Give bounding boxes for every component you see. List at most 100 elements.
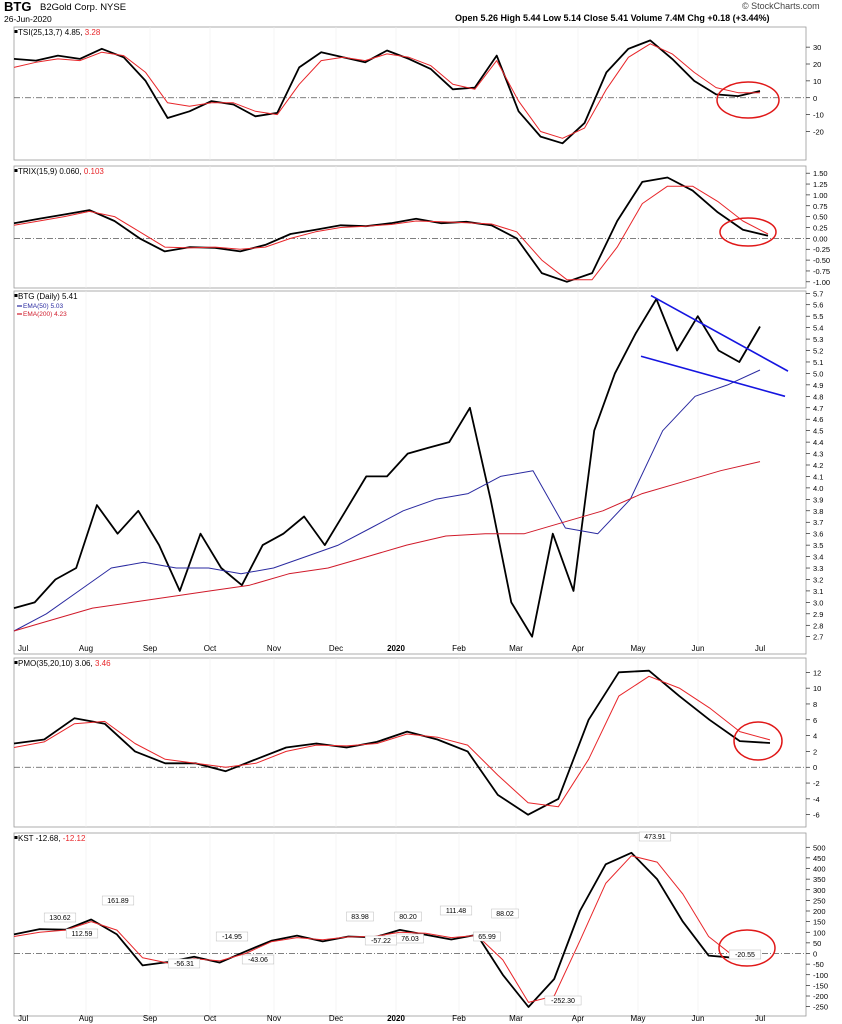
x-axis-label: Oct <box>204 644 217 653</box>
y-tick-label: 0.00 <box>813 234 828 243</box>
kst-annotation: 88.02 <box>496 911 514 918</box>
y-tick-label: 20 <box>813 60 821 69</box>
y-tick-label: -2 <box>813 779 820 788</box>
kst-annotation-box <box>215 931 249 942</box>
series-line-trix <box>13 176 769 283</box>
kst-annotation: 112.59 <box>72 931 93 938</box>
y-tick-label: 0 <box>813 94 817 103</box>
kst-annotation-box <box>394 911 422 922</box>
kst-annotation-box <box>396 933 424 944</box>
y-tick-label: 0.75 <box>813 202 828 211</box>
kst-annotation: -14.95 <box>222 934 242 941</box>
y-tick-label: 0 <box>813 763 817 772</box>
y-tick-label: 30 <box>813 43 821 52</box>
kst-annotation-box <box>43 912 77 923</box>
x-axis-label: Mar <box>509 644 523 653</box>
kst-annotation-box <box>544 995 582 1006</box>
series-line-signal <box>13 675 771 808</box>
y-tick-label: -100 <box>813 971 828 980</box>
y-tick-label: 3.8 <box>813 507 823 516</box>
y-tick-label: 5.5 <box>813 312 823 321</box>
y-tick-label: 2.9 <box>813 610 823 619</box>
x-axis-label: Jun <box>692 644 705 653</box>
x-axis-label: Jul <box>18 1014 28 1023</box>
y-tick-label: 300 <box>813 886 826 895</box>
y-tick-label: 5.2 <box>813 347 823 356</box>
highlight-circle <box>733 721 783 761</box>
y-tick-label: 450 <box>813 854 826 863</box>
y-tick-label: 3.9 <box>813 495 823 504</box>
panel-tsi: 30 20 10 0 -10 -20 TSI(25,13,7) 4.85, 3.28 <box>13 26 824 161</box>
y-tick-label: 4.4 <box>813 438 823 447</box>
panel-frame <box>13 26 807 161</box>
panel-frame <box>13 832 807 1017</box>
panel-title-signal: -12.12 <box>61 834 86 843</box>
y-tick-label: 3.3 <box>813 564 823 573</box>
y-tick-label: -1.00 <box>813 278 830 287</box>
y-tick-label: 400 <box>813 865 826 874</box>
panel-title: TSI(25,13,7) 4.85, 3.28 <box>18 28 101 37</box>
x-axis-label: Feb <box>452 1014 466 1023</box>
y-tick-label: 4.2 <box>813 461 823 470</box>
trend-line-lower <box>640 355 786 398</box>
x-axis-label: Aug <box>79 1014 93 1023</box>
y-tick-label: 3.2 <box>813 575 823 584</box>
kst-annotation-box <box>241 954 275 965</box>
highlight-circle <box>719 217 777 247</box>
x-axis-label: Jul <box>755 1014 765 1023</box>
y-tick-label: 4 <box>813 732 817 741</box>
y-tick-label: -20 <box>813 128 824 137</box>
y-tick-label: 1.50 <box>813 169 828 178</box>
y-tick-label: -0.75 <box>813 267 830 276</box>
y-tick-label: 3.5 <box>813 541 823 550</box>
x-axis-label: Apr <box>572 644 585 653</box>
x-axis-label: Sep <box>143 644 158 653</box>
y-tick-label: 250 <box>813 896 826 905</box>
series-line-signal <box>13 855 761 1003</box>
y-tick-label: 1.25 <box>813 180 828 189</box>
panel-pmo: 12 10 8 6 4 2 0 -2 -4 -6 PMO(35,20,10) 3.06, 3.46 <box>13 657 821 828</box>
watermark: © StockCharts.com <box>742 1 820 11</box>
y-tick-label: 0.25 <box>813 224 828 233</box>
panel-title-signal: 3.46 <box>93 659 111 668</box>
y-tick-label: 50 <box>813 939 821 948</box>
panel-marker-icon <box>14 294 18 297</box>
x-axis-label: Mar <box>509 1014 523 1023</box>
y-tick-label: 0 <box>813 950 817 959</box>
y-tick-label: -200 <box>813 992 828 1001</box>
panel-title: KST -12.68, -12.12 <box>18 834 86 843</box>
y-tick-label: 500 <box>813 843 826 852</box>
x-axis-label: Jul <box>18 644 28 653</box>
series-line-ema-50-5-03 <box>13 369 761 632</box>
panel-frame <box>13 290 807 655</box>
y-tick-label: 3.1 <box>813 587 823 596</box>
kst-annotation: 65.99 <box>478 934 496 941</box>
x-axis-label: 2020 <box>387 1014 405 1023</box>
panel-title: TRIX(15,9) 0.060, 0.103 <box>18 167 104 176</box>
panel-frame <box>13 165 807 289</box>
x-axis-label: Dec <box>329 1014 343 1023</box>
y-tick-label: 3.6 <box>813 530 823 539</box>
y-tick-label: 3.0 <box>813 598 823 607</box>
series-line-btg <box>13 298 761 638</box>
y-tick-label: 200 <box>813 907 826 916</box>
kst-annotation: -252.30 <box>551 998 575 1005</box>
y-tick-label: -250 <box>813 1003 828 1012</box>
y-tick-label: 5.0 <box>813 369 823 378</box>
y-tick-label: 5.4 <box>813 324 823 333</box>
kst-annotation: 111.48 <box>446 908 466 915</box>
kst-annotation: -20.55 <box>735 952 755 959</box>
x-axis-label: Sep <box>143 1014 158 1023</box>
x-axis-label: Nov <box>267 1014 281 1023</box>
panel-marker-icon <box>14 30 18 33</box>
kst-annotation: -43.06 <box>248 957 268 964</box>
kst-annotation: 130.62 <box>49 915 71 922</box>
kst-annotation-box <box>65 928 99 939</box>
kst-annotation: -56.31 <box>174 961 194 968</box>
kst-annotation-box <box>167 958 201 969</box>
y-tick-label: -4 <box>813 795 820 804</box>
series-line-tsi <box>13 39 761 145</box>
panel-title-signal: 0.103 <box>82 167 105 176</box>
panel-price: 5.7 5.6 5.5 5.4 5.3 5.2 5.1 5.0 4.9 4.8 4.7 4.6 4.5 4… <box>13 289 823 655</box>
